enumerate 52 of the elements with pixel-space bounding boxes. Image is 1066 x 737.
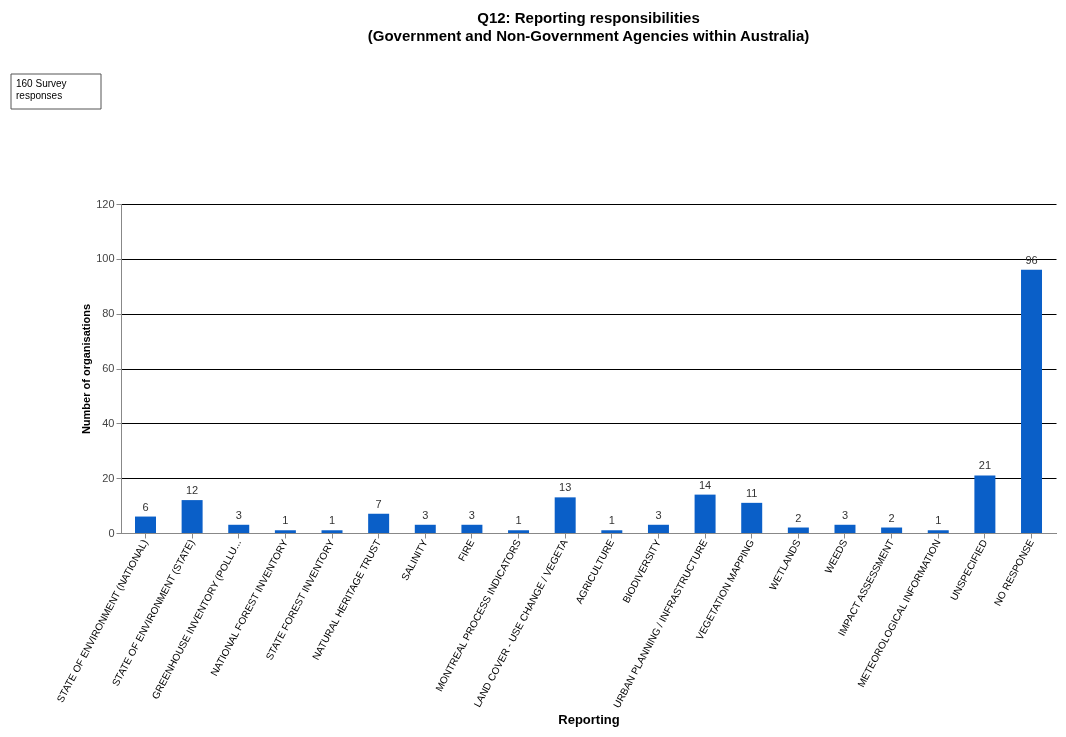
data-label: 1	[935, 514, 942, 527]
bar	[601, 530, 623, 533]
data-label: 3	[422, 508, 429, 521]
y-tick-label: 120	[96, 197, 115, 210]
bar	[787, 527, 809, 533]
bar	[274, 530, 296, 533]
data-label: 11	[746, 486, 758, 499]
bar	[927, 530, 949, 533]
data-label: 2	[888, 511, 895, 524]
data-label: 14	[698, 478, 712, 491]
data-label: 1	[328, 514, 336, 527]
bar	[508, 530, 530, 533]
data-label: 3	[655, 508, 662, 521]
data-label: 21	[978, 459, 992, 472]
x-axis-title: Reporting	[558, 711, 620, 727]
bar	[881, 527, 903, 533]
y-tick-label: 60	[102, 362, 115, 374]
data-label: 3	[468, 508, 475, 521]
y-tick-label: 0	[108, 526, 115, 539]
data-label: 6	[142, 500, 149, 513]
y-tick-label: 100	[96, 252, 115, 265]
bar	[321, 530, 343, 533]
data-label: 7	[375, 497, 382, 510]
bar	[834, 524, 856, 533]
y-tick-label: 80	[102, 307, 115, 320]
data-label: 13	[559, 481, 572, 494]
data-label: 3	[235, 508, 242, 521]
y-tick-label: 20	[102, 471, 115, 484]
y-tick-label: 40	[102, 416, 115, 429]
data-label: 3	[841, 508, 849, 521]
data-label: 1	[282, 514, 289, 527]
data-label: 12	[185, 484, 199, 497]
data-label: 1	[515, 514, 522, 527]
bar	[1021, 269, 1043, 533]
chart-subtitle: (Government and Non-Government Agencies within Australia)	[367, 26, 810, 44]
bar	[181, 500, 203, 533]
bar	[974, 475, 996, 533]
bar	[461, 524, 483, 533]
x-tick-label: FIRE	[455, 537, 477, 563]
data-label: 2	[795, 511, 802, 524]
bar	[554, 497, 576, 533]
bar	[368, 513, 390, 533]
bar	[694, 494, 716, 533]
text: 160 Survey responses	[16, 78, 67, 101]
bar	[741, 502, 763, 533]
chart-title: Q12: Reporting responsibilities	[477, 8, 700, 26]
bar	[228, 524, 250, 533]
data-label: 1	[608, 514, 615, 527]
bar	[647, 524, 669, 533]
y-axis-title: Number of organisations	[80, 303, 93, 435]
bar	[414, 524, 436, 533]
bar	[134, 516, 156, 533]
